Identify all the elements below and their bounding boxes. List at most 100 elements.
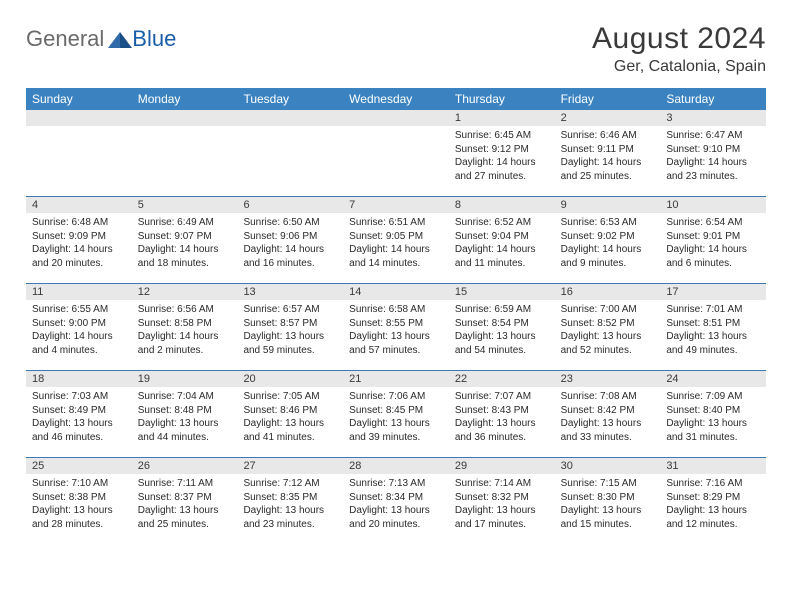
- day-cell: [132, 110, 238, 196]
- daylight-text: Daylight: 13 hours and 15 minutes.: [561, 504, 655, 531]
- day-body: Sunrise: 7:10 AMSunset: 8:38 PMDaylight:…: [26, 474, 132, 535]
- sunrise-text: Sunrise: 6:56 AM: [138, 303, 232, 317]
- logo-text-general: General: [26, 26, 104, 52]
- day-number: 7: [343, 197, 449, 213]
- daylight-text: Daylight: 13 hours and 39 minutes.: [349, 417, 443, 444]
- day-cell: 6Sunrise: 6:50 AMSunset: 9:06 PMDaylight…: [237, 197, 343, 283]
- day-cell: 10Sunrise: 6:54 AMSunset: 9:01 PMDayligh…: [660, 197, 766, 283]
- logo-text-blue: Blue: [132, 26, 176, 52]
- day-number: 23: [555, 371, 661, 387]
- daylight-text: Daylight: 14 hours and 27 minutes.: [455, 156, 549, 183]
- daylight-text: Daylight: 14 hours and 20 minutes.: [32, 243, 126, 270]
- sunrise-text: Sunrise: 7:12 AM: [243, 477, 337, 491]
- sunset-text: Sunset: 9:09 PM: [32, 230, 126, 244]
- sunset-text: Sunset: 8:43 PM: [455, 404, 549, 418]
- sunset-text: Sunset: 9:04 PM: [455, 230, 549, 244]
- day-body: Sunrise: 7:00 AMSunset: 8:52 PMDaylight:…: [555, 300, 661, 361]
- daylight-text: Daylight: 14 hours and 18 minutes.: [138, 243, 232, 270]
- daylight-text: Daylight: 13 hours and 41 minutes.: [243, 417, 337, 444]
- sunrise-text: Sunrise: 6:53 AM: [561, 216, 655, 230]
- day-number: 15: [449, 284, 555, 300]
- day-number: 14: [343, 284, 449, 300]
- day-number: 18: [26, 371, 132, 387]
- sunset-text: Sunset: 8:42 PM: [561, 404, 655, 418]
- daylight-text: Daylight: 13 hours and 46 minutes.: [32, 417, 126, 444]
- week-row: 11Sunrise: 6:55 AMSunset: 9:00 PMDayligh…: [26, 283, 766, 370]
- day-cell: 21Sunrise: 7:06 AMSunset: 8:45 PMDayligh…: [343, 371, 449, 457]
- sunset-text: Sunset: 8:58 PM: [138, 317, 232, 331]
- title-block: August 2024 Ger, Catalonia, Spain: [592, 22, 766, 76]
- sunrise-text: Sunrise: 6:49 AM: [138, 216, 232, 230]
- sunset-text: Sunset: 9:11 PM: [561, 143, 655, 157]
- day-cell: 15Sunrise: 6:59 AMSunset: 8:54 PMDayligh…: [449, 284, 555, 370]
- sunrise-text: Sunrise: 7:03 AM: [32, 390, 126, 404]
- day-header-wed: Wednesday: [343, 88, 449, 110]
- day-body: Sunrise: 6:54 AMSunset: 9:01 PMDaylight:…: [660, 213, 766, 274]
- daylight-text: Daylight: 14 hours and 6 minutes.: [666, 243, 760, 270]
- week-row: 1Sunrise: 6:45 AMSunset: 9:12 PMDaylight…: [26, 110, 766, 196]
- day-number: 24: [660, 371, 766, 387]
- sunrise-text: Sunrise: 6:51 AM: [349, 216, 443, 230]
- day-body: Sunrise: 6:52 AMSunset: 9:04 PMDaylight:…: [449, 213, 555, 274]
- sunset-text: Sunset: 9:06 PM: [243, 230, 337, 244]
- daylight-text: Daylight: 13 hours and 31 minutes.: [666, 417, 760, 444]
- day-body: Sunrise: 6:58 AMSunset: 8:55 PMDaylight:…: [343, 300, 449, 361]
- day-cell: [26, 110, 132, 196]
- daylight-text: Daylight: 13 hours and 17 minutes.: [455, 504, 549, 531]
- sunrise-text: Sunrise: 6:48 AM: [32, 216, 126, 230]
- sunrise-text: Sunrise: 7:13 AM: [349, 477, 443, 491]
- sunset-text: Sunset: 8:51 PM: [666, 317, 760, 331]
- day-body: Sunrise: 7:06 AMSunset: 8:45 PMDaylight:…: [343, 387, 449, 448]
- day-number: [26, 110, 132, 126]
- sunset-text: Sunset: 9:07 PM: [138, 230, 232, 244]
- daylight-text: Daylight: 14 hours and 9 minutes.: [561, 243, 655, 270]
- day-body: Sunrise: 7:04 AMSunset: 8:48 PMDaylight:…: [132, 387, 238, 448]
- sunset-text: Sunset: 8:32 PM: [455, 491, 549, 505]
- sunset-text: Sunset: 8:30 PM: [561, 491, 655, 505]
- day-number: 16: [555, 284, 661, 300]
- day-cell: 14Sunrise: 6:58 AMSunset: 8:55 PMDayligh…: [343, 284, 449, 370]
- sunset-text: Sunset: 8:35 PM: [243, 491, 337, 505]
- sunset-text: Sunset: 8:45 PM: [349, 404, 443, 418]
- sunrise-text: Sunrise: 6:46 AM: [561, 129, 655, 143]
- day-cell: 23Sunrise: 7:08 AMSunset: 8:42 PMDayligh…: [555, 371, 661, 457]
- daylight-text: Daylight: 14 hours and 14 minutes.: [349, 243, 443, 270]
- day-cell: 22Sunrise: 7:07 AMSunset: 8:43 PMDayligh…: [449, 371, 555, 457]
- sunrise-text: Sunrise: 6:47 AM: [666, 129, 760, 143]
- day-body: Sunrise: 7:12 AMSunset: 8:35 PMDaylight:…: [237, 474, 343, 535]
- day-body: Sunrise: 6:50 AMSunset: 9:06 PMDaylight:…: [237, 213, 343, 274]
- day-header-sun: Sunday: [26, 88, 132, 110]
- daylight-text: Daylight: 14 hours and 25 minutes.: [561, 156, 655, 183]
- day-cell: 16Sunrise: 7:00 AMSunset: 8:52 PMDayligh…: [555, 284, 661, 370]
- sunset-text: Sunset: 9:10 PM: [666, 143, 760, 157]
- weeks-container: 1Sunrise: 6:45 AMSunset: 9:12 PMDaylight…: [26, 110, 766, 544]
- daylight-text: Daylight: 13 hours and 12 minutes.: [666, 504, 760, 531]
- day-cell: 30Sunrise: 7:15 AMSunset: 8:30 PMDayligh…: [555, 458, 661, 544]
- daylight-text: Daylight: 13 hours and 44 minutes.: [138, 417, 232, 444]
- day-cell: 2Sunrise: 6:46 AMSunset: 9:11 PMDaylight…: [555, 110, 661, 196]
- sunset-text: Sunset: 9:02 PM: [561, 230, 655, 244]
- day-cell: 1Sunrise: 6:45 AMSunset: 9:12 PMDaylight…: [449, 110, 555, 196]
- sunset-text: Sunset: 8:29 PM: [666, 491, 760, 505]
- sunrise-text: Sunrise: 6:55 AM: [32, 303, 126, 317]
- day-number: 6: [237, 197, 343, 213]
- day-number: 1: [449, 110, 555, 126]
- day-number: 3: [660, 110, 766, 126]
- daylight-text: Daylight: 13 hours and 52 minutes.: [561, 330, 655, 357]
- day-body: Sunrise: 7:13 AMSunset: 8:34 PMDaylight:…: [343, 474, 449, 535]
- day-number: [343, 110, 449, 126]
- day-cell: [237, 110, 343, 196]
- header: General Blue August 2024 Ger, Catalonia,…: [26, 22, 766, 76]
- day-body: Sunrise: 7:11 AMSunset: 8:37 PMDaylight:…: [132, 474, 238, 535]
- day-number: 27: [237, 458, 343, 474]
- day-cell: 4Sunrise: 6:48 AMSunset: 9:09 PMDaylight…: [26, 197, 132, 283]
- day-body: Sunrise: 7:15 AMSunset: 8:30 PMDaylight:…: [555, 474, 661, 535]
- sunset-text: Sunset: 8:55 PM: [349, 317, 443, 331]
- sunrise-text: Sunrise: 6:57 AM: [243, 303, 337, 317]
- daylight-text: Daylight: 13 hours and 54 minutes.: [455, 330, 549, 357]
- day-number: 10: [660, 197, 766, 213]
- day-number: 12: [132, 284, 238, 300]
- day-body: Sunrise: 7:03 AMSunset: 8:49 PMDaylight:…: [26, 387, 132, 448]
- day-number: [132, 110, 238, 126]
- day-cell: 26Sunrise: 7:11 AMSunset: 8:37 PMDayligh…: [132, 458, 238, 544]
